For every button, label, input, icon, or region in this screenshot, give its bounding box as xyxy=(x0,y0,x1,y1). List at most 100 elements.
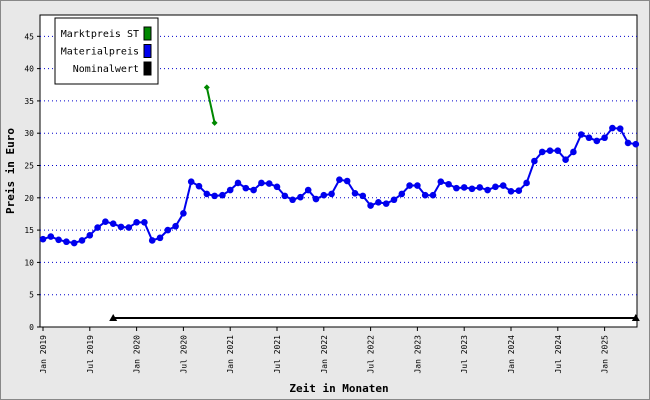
point xyxy=(616,125,624,132)
legend-label: Materialpreis xyxy=(61,47,139,58)
point xyxy=(515,187,523,195)
y-tick-label: 10 xyxy=(24,258,34,267)
point xyxy=(343,177,351,185)
series-line xyxy=(205,87,216,124)
point xyxy=(453,184,460,192)
point xyxy=(219,191,226,199)
point xyxy=(203,190,211,198)
point xyxy=(523,179,530,187)
legend-label: Marktpreis ST xyxy=(61,29,139,40)
point xyxy=(476,184,484,191)
point xyxy=(63,238,70,246)
y-tick-label: 15 xyxy=(24,226,34,235)
x-tick-label: Jul 2024 xyxy=(554,335,563,374)
point xyxy=(78,237,86,244)
y-tick-label: 35 xyxy=(24,97,34,106)
point xyxy=(320,191,328,199)
x-tick-label: Jul 2020 xyxy=(179,335,188,374)
point xyxy=(203,84,210,91)
point xyxy=(445,180,452,188)
point xyxy=(468,185,476,193)
point xyxy=(187,178,195,185)
point xyxy=(554,147,562,154)
point xyxy=(562,156,569,163)
point xyxy=(367,202,374,209)
point xyxy=(585,134,593,142)
legend-swatch xyxy=(143,26,152,41)
point xyxy=(406,182,413,189)
y-tick-label: 25 xyxy=(24,162,34,171)
x-tick-label: Jan 2022 xyxy=(320,335,329,374)
x-axis-title: Zeit in Monaten xyxy=(289,382,388,395)
y-tick-label: 5 xyxy=(29,291,34,300)
point xyxy=(265,180,273,187)
point xyxy=(351,189,359,197)
y-tick-label: 40 xyxy=(24,65,34,74)
point xyxy=(281,192,289,200)
point xyxy=(336,176,343,184)
point xyxy=(109,220,117,227)
point xyxy=(258,179,265,187)
point xyxy=(624,139,632,147)
point xyxy=(390,196,398,204)
x-tick-label: Jan 2019 xyxy=(39,335,48,374)
x-tick-label: Jul 2021 xyxy=(273,335,282,374)
point xyxy=(492,183,499,191)
y-tick-label: 0 xyxy=(29,323,34,332)
point xyxy=(141,219,148,226)
point xyxy=(398,190,406,198)
point xyxy=(593,137,601,145)
y-axis-title: Preis in Euro xyxy=(4,128,17,214)
point xyxy=(273,183,281,191)
point xyxy=(109,313,118,321)
point xyxy=(631,313,640,321)
point xyxy=(421,191,429,199)
point xyxy=(577,131,585,138)
y-tick-label: 45 xyxy=(24,32,34,41)
point xyxy=(437,178,445,185)
point xyxy=(538,148,546,156)
point xyxy=(211,192,218,200)
point xyxy=(70,239,78,247)
point xyxy=(148,237,156,244)
point xyxy=(94,224,101,231)
y-tick-label: 20 xyxy=(24,194,34,203)
point xyxy=(382,200,390,207)
point xyxy=(86,231,94,239)
point xyxy=(164,226,172,234)
legend-label: Nominalwert xyxy=(73,64,139,75)
point xyxy=(507,188,515,195)
point xyxy=(304,186,312,194)
point xyxy=(601,134,608,142)
point xyxy=(570,148,577,156)
point xyxy=(414,182,421,189)
x-tick-label: Jan 2023 xyxy=(413,335,422,374)
legend: Marktpreis ST Materialpreis Nominalwert xyxy=(54,17,159,85)
x-tick-label: Jan 2021 xyxy=(226,335,235,374)
point xyxy=(211,119,218,126)
point xyxy=(460,184,468,191)
point xyxy=(499,182,507,189)
point xyxy=(297,193,304,201)
point xyxy=(133,219,140,226)
y-tick-label: 30 xyxy=(24,129,34,138)
point xyxy=(125,224,133,231)
x-tick-label: Jul 2023 xyxy=(460,335,469,374)
x-tick-label: Jan 2020 xyxy=(133,335,142,374)
point xyxy=(242,184,250,192)
x-tick-label: Jul 2022 xyxy=(367,335,376,374)
x-tick-label: Jan 2025 xyxy=(601,335,610,374)
point xyxy=(117,223,125,231)
point xyxy=(546,147,554,154)
point xyxy=(156,234,164,242)
point xyxy=(55,236,62,244)
legend-box xyxy=(54,17,159,85)
point xyxy=(102,218,109,226)
point xyxy=(312,195,320,203)
point xyxy=(250,186,257,194)
point xyxy=(609,124,616,132)
point xyxy=(234,179,242,187)
point xyxy=(484,186,491,194)
point xyxy=(429,191,437,199)
